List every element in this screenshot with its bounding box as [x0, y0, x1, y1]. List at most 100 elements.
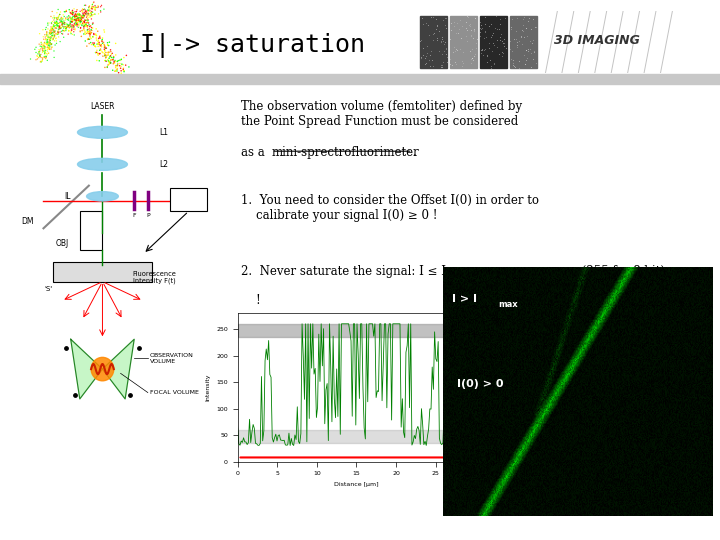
Point — [98, 25, 109, 34]
Point — [483, 39, 495, 48]
Point — [516, 33, 527, 42]
Text: I|-> saturation: I|-> saturation — [140, 33, 365, 58]
Point — [78, 9, 90, 17]
Point — [41, 40, 53, 49]
Point — [521, 45, 532, 54]
Point — [45, 29, 57, 38]
Point — [81, 7, 92, 16]
Point — [73, 17, 84, 25]
Point — [54, 18, 66, 26]
Point — [58, 8, 70, 16]
Point — [93, 39, 104, 48]
Point — [420, 59, 432, 68]
Point — [59, 27, 71, 36]
Point — [67, 30, 78, 39]
Point — [423, 30, 435, 39]
Point — [81, 22, 93, 30]
Ellipse shape — [91, 357, 114, 381]
Point — [92, 37, 104, 46]
Point — [86, 23, 97, 32]
Point — [83, 6, 94, 15]
Point — [61, 20, 73, 29]
Point — [98, 5, 109, 14]
Point — [68, 23, 80, 32]
Point — [102, 40, 113, 49]
Text: max: max — [554, 268, 572, 276]
Point — [45, 40, 57, 49]
Point — [95, 46, 107, 55]
Point — [84, 35, 95, 44]
Point — [110, 66, 122, 75]
Point — [39, 44, 50, 52]
Point — [55, 8, 66, 16]
Point — [424, 51, 436, 59]
Point — [528, 48, 539, 57]
Point — [42, 38, 53, 46]
Point — [33, 48, 45, 56]
Point — [58, 12, 70, 21]
Point — [504, 37, 516, 46]
Point — [436, 33, 448, 42]
Point — [35, 40, 47, 49]
Point — [444, 35, 456, 44]
Point — [63, 22, 74, 30]
Point — [33, 53, 45, 62]
Point — [83, 3, 94, 12]
Point — [78, 22, 89, 31]
Point — [436, 50, 448, 58]
Point — [45, 40, 57, 49]
Point — [39, 38, 50, 47]
Point — [67, 14, 78, 23]
Point — [524, 37, 536, 45]
Point — [450, 44, 462, 53]
Point — [78, 19, 90, 28]
Point — [42, 19, 53, 28]
Point — [530, 23, 541, 31]
Point — [42, 47, 53, 56]
Point — [46, 39, 58, 48]
Point — [99, 47, 111, 56]
Point — [87, 8, 99, 17]
Point — [92, 50, 104, 58]
Point — [79, 30, 91, 39]
Point — [88, 0, 99, 7]
Point — [104, 58, 116, 67]
Point — [79, 6, 91, 15]
Point — [513, 63, 525, 72]
Point — [42, 44, 54, 53]
Point — [41, 36, 53, 45]
Point — [87, 32, 99, 41]
Point — [427, 12, 438, 21]
Point — [113, 69, 125, 77]
Point — [60, 16, 71, 24]
Point — [485, 63, 497, 72]
Point — [66, 26, 78, 35]
Point — [65, 9, 76, 17]
Point — [35, 53, 47, 62]
Point — [80, 20, 91, 29]
Point — [65, 14, 76, 22]
Point — [76, 6, 88, 15]
Point — [62, 22, 73, 30]
Point — [99, 50, 110, 58]
Point — [415, 53, 427, 62]
Point — [518, 51, 530, 60]
Point — [109, 56, 121, 65]
Bar — [238, 430, 475, 443]
Point — [528, 46, 539, 55]
Point — [78, 5, 90, 14]
Point — [58, 18, 69, 26]
Point — [78, 18, 90, 26]
Point — [78, 11, 90, 20]
Point — [86, 11, 98, 19]
Point — [50, 26, 61, 35]
Point — [521, 45, 532, 54]
Point — [79, 10, 91, 19]
Point — [506, 47, 518, 56]
Bar — [480, 16, 507, 68]
Point — [78, 16, 90, 24]
Point — [69, 21, 81, 29]
Point — [439, 14, 451, 23]
Point — [466, 59, 477, 68]
Point — [78, 18, 89, 27]
